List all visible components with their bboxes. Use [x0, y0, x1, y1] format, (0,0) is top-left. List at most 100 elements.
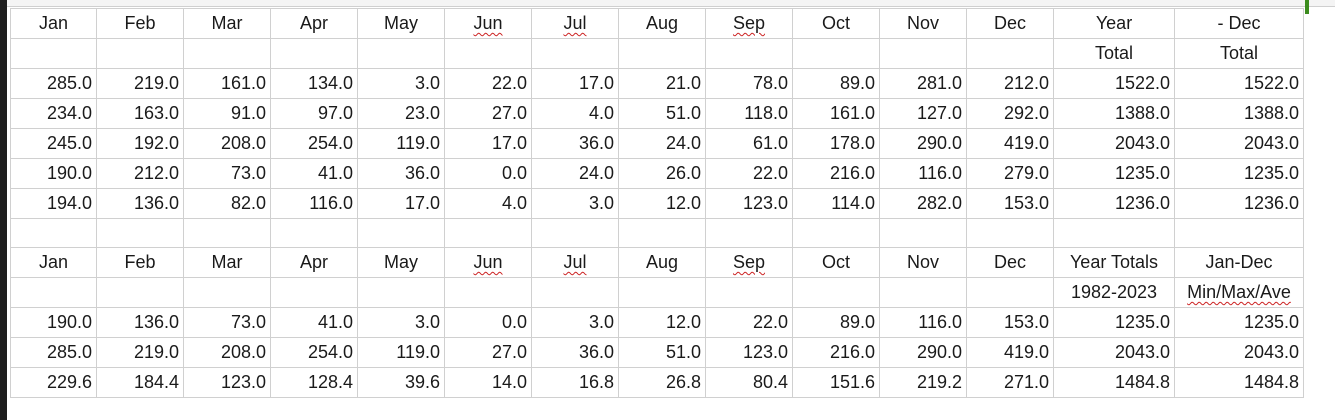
header-cell[interactable] — [270, 38, 358, 69]
value-cell[interactable]: 216.0 — [792, 337, 880, 368]
header-cell[interactable]: Nov — [879, 247, 967, 278]
header-cell[interactable]: Mar — [183, 247, 271, 278]
value-cell[interactable]: 2043.0 — [1174, 128, 1304, 159]
header-cell[interactable]: Jan — [10, 247, 97, 278]
header-cell[interactable] — [357, 277, 445, 308]
header-cell[interactable] — [531, 277, 619, 308]
value-cell[interactable]: 61.0 — [705, 128, 793, 159]
value-cell[interactable]: 290.0 — [879, 337, 967, 368]
value-cell[interactable]: 290.0 — [879, 128, 967, 159]
value-cell[interactable]: 1235.0 — [1053, 158, 1175, 189]
header-cell[interactable] — [183, 277, 271, 308]
header-cell[interactable]: 1982-2023 — [1053, 277, 1175, 308]
header-cell[interactable] — [879, 218, 967, 248]
header-cell[interactable] — [10, 218, 97, 248]
value-cell[interactable]: 36.0 — [357, 158, 445, 189]
value-cell[interactable]: 118.0 — [705, 98, 793, 129]
value-cell[interactable]: 161.0 — [183, 68, 271, 99]
header-cell[interactable] — [10, 277, 97, 308]
header-cell[interactable] — [966, 277, 1054, 308]
value-cell[interactable]: 136.0 — [96, 307, 184, 338]
header-cell[interactable]: Sep — [705, 247, 793, 278]
header-cell[interactable]: Jan — [10, 8, 97, 39]
value-cell[interactable]: 219.0 — [96, 337, 184, 368]
value-cell[interactable]: 153.0 — [966, 188, 1054, 219]
value-cell[interactable]: 41.0 — [270, 158, 358, 189]
value-cell[interactable]: 285.0 — [10, 337, 97, 368]
value-cell[interactable]: 22.0 — [444, 68, 532, 99]
value-cell[interactable]: 192.0 — [96, 128, 184, 159]
value-cell[interactable]: 208.0 — [183, 337, 271, 368]
value-cell[interactable]: 1236.0 — [1053, 188, 1175, 219]
header-cell[interactable]: Min/Max/Ave — [1174, 277, 1304, 308]
value-cell[interactable]: 51.0 — [618, 337, 706, 368]
value-cell[interactable]: 285.0 — [10, 68, 97, 99]
header-cell[interactable]: Mar — [183, 8, 271, 39]
header-cell[interactable]: Year — [1053, 8, 1175, 39]
value-cell[interactable]: 24.0 — [531, 158, 619, 189]
value-cell[interactable]: 1522.0 — [1053, 68, 1175, 99]
value-cell[interactable]: 281.0 — [879, 68, 967, 99]
value-cell[interactable]: 3.0 — [357, 68, 445, 99]
value-cell[interactable]: 97.0 — [270, 98, 358, 129]
header-cell[interactable]: Oct — [792, 247, 880, 278]
value-cell[interactable]: 1236.0 — [1174, 188, 1304, 219]
value-cell[interactable]: 2043.0 — [1174, 337, 1304, 368]
value-cell[interactable]: 116.0 — [270, 188, 358, 219]
header-cell[interactable] — [792, 38, 880, 69]
header-cell[interactable] — [96, 218, 184, 248]
value-cell[interactable]: 282.0 — [879, 188, 967, 219]
header-cell[interactable] — [10, 38, 97, 69]
value-cell[interactable]: 22.0 — [705, 307, 793, 338]
value-cell[interactable]: 17.0 — [357, 188, 445, 219]
value-cell[interactable]: 27.0 — [444, 337, 532, 368]
header-cell[interactable] — [879, 277, 967, 308]
value-cell[interactable]: 194.0 — [10, 188, 97, 219]
header-cell[interactable]: Feb — [96, 8, 184, 39]
header-cell[interactable]: Aug — [618, 8, 706, 39]
value-cell[interactable]: 136.0 — [96, 188, 184, 219]
value-cell[interactable]: 234.0 — [10, 98, 97, 129]
value-cell[interactable]: 116.0 — [879, 307, 967, 338]
header-cell[interactable] — [444, 218, 532, 248]
value-cell[interactable]: 128.4 — [270, 367, 358, 398]
value-cell[interactable]: 178.0 — [792, 128, 880, 159]
value-cell[interactable]: 123.0 — [705, 188, 793, 219]
value-cell[interactable]: 219.2 — [879, 367, 967, 398]
header-cell[interactable]: Apr — [270, 8, 358, 39]
header-cell[interactable] — [705, 38, 793, 69]
value-cell[interactable]: 73.0 — [183, 158, 271, 189]
header-cell[interactable] — [705, 218, 793, 248]
value-cell[interactable]: 245.0 — [10, 128, 97, 159]
header-cell[interactable] — [357, 38, 445, 69]
value-cell[interactable]: 212.0 — [96, 158, 184, 189]
header-cell[interactable] — [618, 38, 706, 69]
header-cell[interactable] — [531, 218, 619, 248]
header-cell[interactable]: Jun — [444, 8, 532, 39]
value-cell[interactable]: 3.0 — [357, 307, 445, 338]
value-cell[interactable]: 190.0 — [10, 158, 97, 189]
header-cell[interactable] — [792, 277, 880, 308]
header-cell[interactable]: Jul — [531, 8, 619, 39]
value-cell[interactable]: 1235.0 — [1053, 307, 1175, 338]
header-cell[interactable]: Nov — [879, 8, 967, 39]
value-cell[interactable]: 16.8 — [531, 367, 619, 398]
value-cell[interactable]: 419.0 — [966, 128, 1054, 159]
header-cell[interactable] — [531, 38, 619, 69]
header-cell[interactable]: Year Totals — [1053, 247, 1175, 278]
value-cell[interactable]: 184.4 — [96, 367, 184, 398]
value-cell[interactable]: 26.8 — [618, 367, 706, 398]
header-cell[interactable]: Oct — [792, 8, 880, 39]
spreadsheet-grid[interactable]: Jan Feb Mar Apr May Jun Jul Aug Sep Oct Nov Dec Year… — [10, 8, 1304, 398]
header-cell[interactable] — [966, 38, 1054, 69]
value-cell[interactable]: 271.0 — [966, 367, 1054, 398]
value-cell[interactable]: 229.6 — [10, 367, 97, 398]
value-cell[interactable]: 22.0 — [705, 158, 793, 189]
header-cell[interactable]: May — [357, 247, 445, 278]
header-cell[interactable]: Jul — [531, 247, 619, 278]
value-cell[interactable]: 36.0 — [531, 337, 619, 368]
header-cell[interactable] — [183, 218, 271, 248]
header-cell[interactable] — [879, 38, 967, 69]
value-cell[interactable]: 212.0 — [966, 68, 1054, 99]
value-cell[interactable]: 153.0 — [966, 307, 1054, 338]
